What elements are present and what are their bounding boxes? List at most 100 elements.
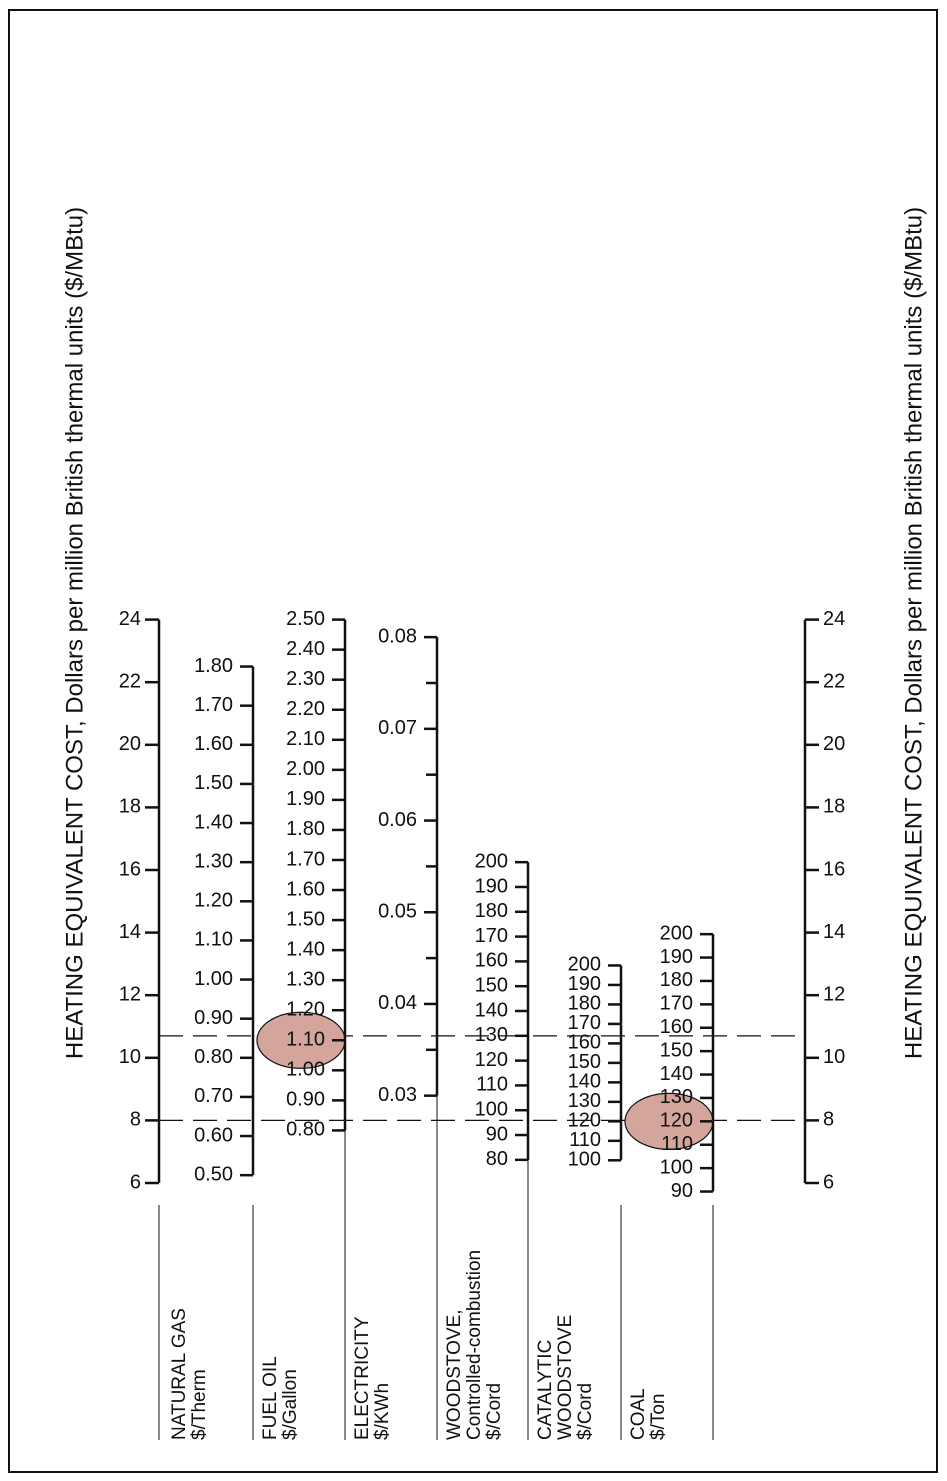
left-cost-tick-label: 18 bbox=[119, 796, 141, 818]
chart-frame bbox=[8, 9, 938, 1473]
natural-gas-tick-label: 0.90 bbox=[194, 1007, 233, 1029]
right-axis-title: HEATING EQUIVALENT COST, Dollars per mil… bbox=[900, 207, 927, 1059]
natural-gas-tick-label: 1.00 bbox=[194, 968, 233, 990]
electricity-tick-label: 0.06 bbox=[378, 809, 417, 831]
catalytic-woodstove-tick-label: 200 bbox=[568, 954, 601, 976]
electricity-label: $/KWh bbox=[372, 1383, 393, 1440]
right-cost-tick-label: 20 bbox=[823, 733, 845, 755]
left-cost-tick-label: 10 bbox=[119, 1046, 141, 1068]
fuel-oil-tick-label: 2.20 bbox=[286, 698, 325, 720]
fuel-oil-tick-label: 2.10 bbox=[286, 728, 325, 750]
woodstove-controlled-combustion-tick-label: 120 bbox=[475, 1049, 508, 1071]
coal-tick-label: 150 bbox=[660, 1039, 693, 1061]
right-cost-tick-label: 8 bbox=[823, 1109, 834, 1131]
natural-gas-tick-label: 1.60 bbox=[194, 733, 233, 755]
left-cost-tick-label: 16 bbox=[119, 858, 141, 880]
natural-gas-tick-label: 1.30 bbox=[194, 850, 233, 872]
left-cost-tick-label: 8 bbox=[130, 1109, 141, 1131]
woodstove-controlled-combustion-tick-label: 160 bbox=[475, 950, 508, 972]
coal-tick-label: 110 bbox=[661, 1133, 693, 1155]
coal-tick-label: 100 bbox=[660, 1156, 693, 1178]
woodstove-controlled-combustion-tick-label: 140 bbox=[475, 999, 508, 1021]
left-cost-tick-label: 14 bbox=[119, 921, 141, 943]
woodstove-controlled-combustion-tick-label: 80 bbox=[486, 1148, 508, 1170]
right-cost-tick-label: 10 bbox=[823, 1046, 845, 1068]
natural-gas-tick-label: 1.70 bbox=[194, 694, 233, 716]
electricity-tick-label: 0.03 bbox=[378, 1084, 417, 1106]
woodstove-controlled-combustion-tick-label: 170 bbox=[475, 925, 508, 947]
left-cost-tick-label: 20 bbox=[119, 733, 141, 755]
right-cost-tick-label: 12 bbox=[823, 983, 845, 1005]
fuel-oil-tick-label: 0.90 bbox=[286, 1089, 325, 1111]
natural-gas-tick-label: 1.50 bbox=[194, 772, 233, 794]
catalytic-woodstove-tick-label: 120 bbox=[568, 1110, 601, 1132]
coal-tick-label: 200 bbox=[660, 922, 693, 944]
coal-label: COAL bbox=[628, 1388, 649, 1440]
woodstove-controlled-combustion-tick-label: 180 bbox=[475, 900, 508, 922]
natural-gas-tick-label: 1.80 bbox=[194, 655, 233, 677]
right-cost-tick-label: 18 bbox=[823, 796, 845, 818]
natural-gas-tick-label: 1.40 bbox=[194, 811, 233, 833]
woodstove-controlled-combustion-tick-label: 90 bbox=[486, 1123, 508, 1145]
left-cost-tick-label: 6 bbox=[130, 1171, 141, 1193]
natural-gas-tick-label: 0.80 bbox=[194, 1046, 233, 1068]
right-cost-tick-label: 6 bbox=[823, 1171, 834, 1193]
fuel-oil-tick-label: 1.80 bbox=[286, 818, 325, 840]
natural-gas-label: $/Therm bbox=[189, 1369, 210, 1440]
left-cost-tick-label: 12 bbox=[119, 983, 141, 1005]
fuel-oil-tick-label: 1.60 bbox=[286, 878, 325, 900]
woodstove-controlled-combustion-tick-label: 150 bbox=[475, 974, 508, 996]
fuel-oil-tick-label: 1.50 bbox=[286, 908, 325, 930]
fuel-oil-tick-label: 2.50 bbox=[286, 608, 325, 630]
coal-label: $/Ton bbox=[648, 1394, 669, 1440]
fuel-labels: NATURAL GAS $/Therm FUEL OIL $/Gallon ELECTR… bbox=[169, 1250, 669, 1440]
catalytic-woodstove-tick-label: 160 bbox=[568, 1032, 601, 1054]
catalytic-woodstove-tick-label: 190 bbox=[568, 973, 601, 995]
fuel-oil-tick-label: 2.30 bbox=[286, 668, 325, 690]
fuel-oil-tick-label: 1.90 bbox=[286, 788, 325, 810]
coal-tick-label: 170 bbox=[660, 993, 693, 1015]
fuel-oil-tick-label: 0.80 bbox=[286, 1119, 325, 1141]
fuel-oil-label: $/Gallon bbox=[280, 1369, 301, 1440]
electricity-tick-label: 0.08 bbox=[378, 625, 417, 647]
catalytic-woodstove-label: $/Cord bbox=[575, 1383, 596, 1440]
right-cost-tick-label: 22 bbox=[823, 670, 845, 692]
fuel-oil-tick-label: 1.70 bbox=[286, 848, 325, 870]
right-cost-tick-label: 16 bbox=[823, 858, 845, 880]
coal-tick-label: 160 bbox=[660, 1016, 693, 1038]
woodstove-controlled-combustion-tick-label: 190 bbox=[475, 875, 508, 897]
highlight-ovals bbox=[256, 1011, 714, 1150]
woodstove-controlled-combustion-tick-label: 130 bbox=[475, 1024, 508, 1046]
scale-axes: 6 8 10 12 14 16 18 20 22 24 6 8 10 12 14 16 18 20 22 24 0.50… bbox=[119, 608, 846, 1202]
natural-gas-tick-label: 1.20 bbox=[194, 890, 233, 912]
natural-gas-tick-label: 0.60 bbox=[194, 1124, 233, 1146]
electricity-tick-label: 0.04 bbox=[378, 992, 417, 1014]
fuel-oil-tick-label: 1.40 bbox=[286, 938, 325, 960]
catalytic-woodstove-label: WOODSTOVE bbox=[555, 1315, 576, 1440]
catalytic-woodstove-tick-label: 180 bbox=[568, 993, 601, 1015]
left-axis-title: HEATING EQUIVALENT COST, Dollars per mil… bbox=[61, 207, 88, 1059]
fuel-oil-tick-label: 1.10 bbox=[286, 1029, 325, 1051]
coal-tick-label: 130 bbox=[660, 1086, 693, 1108]
right-cost-tick-label: 14 bbox=[823, 921, 845, 943]
fuel-oil-tick-label: 1.00 bbox=[286, 1059, 325, 1081]
natural-gas-tick-label: 1.10 bbox=[194, 929, 233, 951]
electricity-tick-label: 0.07 bbox=[378, 717, 417, 739]
electricity-label: ELECTRICITY bbox=[352, 1316, 373, 1440]
woodstove-controlled-combustion-tick-label: 100 bbox=[475, 1099, 508, 1121]
natural-gas-label: NATURAL GAS bbox=[169, 1308, 190, 1440]
catalytic-woodstove-tick-label: 140 bbox=[568, 1071, 601, 1093]
fuel-oil-label: FUEL OIL bbox=[260, 1356, 281, 1440]
fuel-oil-tick-label: 2.00 bbox=[286, 758, 325, 780]
catalytic-woodstove-tick-label: 170 bbox=[568, 1012, 601, 1034]
woodstove-controlled-combustion-label: $/Cord bbox=[484, 1383, 505, 1440]
right-cost-tick-label: 24 bbox=[823, 608, 845, 630]
catalytic-woodstove-tick-label: 130 bbox=[568, 1090, 601, 1112]
catalytic-woodstove-tick-label: 150 bbox=[568, 1051, 601, 1073]
natural-gas-tick-label: 0.70 bbox=[194, 1085, 233, 1107]
column-dividers bbox=[158, 1030, 714, 1440]
woodstove-controlled-combustion-label: WOODSTOVE, bbox=[444, 1309, 465, 1440]
coal-tick-label: 90 bbox=[671, 1180, 693, 1202]
fuel-oil-tick-label: 1.20 bbox=[286, 999, 325, 1021]
